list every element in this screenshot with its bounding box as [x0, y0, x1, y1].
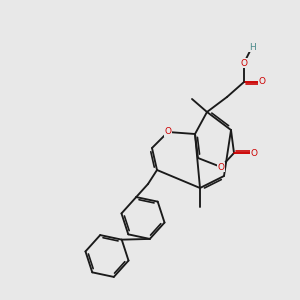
Text: H: H — [249, 43, 255, 52]
Text: O: O — [241, 58, 248, 68]
Text: O: O — [259, 77, 266, 86]
Text: O: O — [250, 148, 257, 158]
Text: O: O — [164, 128, 172, 136]
Text: O: O — [218, 163, 224, 172]
